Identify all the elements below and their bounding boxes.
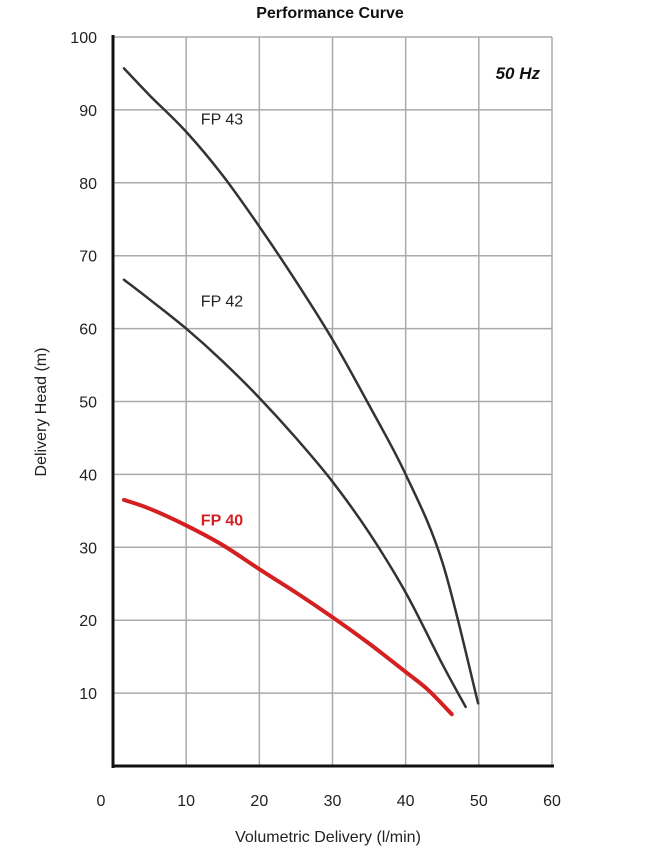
- y-tick-label: 20: [79, 613, 97, 630]
- x-tick-label: 10: [177, 793, 195, 810]
- y-tick-label: 70: [79, 249, 97, 266]
- y-tick-label: 30: [79, 540, 97, 557]
- chart-title: Performance Curve: [256, 5, 404, 22]
- y-tick-label: 10: [79, 686, 97, 703]
- y-tick-label: 50: [79, 395, 97, 412]
- grid: [113, 36, 553, 766]
- y-tick-label: 100: [70, 30, 97, 47]
- x-axis-label: Volumetric Delivery (l/min): [235, 829, 421, 846]
- x-tick-label: 40: [397, 793, 415, 810]
- series-line-fp40: [121, 497, 454, 717]
- x-tick-label: 0: [97, 793, 106, 810]
- frequency-annotation: 50 Hz: [496, 64, 541, 83]
- y-tick-label: 90: [79, 103, 97, 120]
- x-tick-label: 50: [470, 793, 488, 810]
- tick-labels: 0 10 20 30 40 50 60 10 20 30 40 50 60 70 80 90 100: [70, 30, 561, 810]
- x-tick-label: 60: [543, 793, 561, 810]
- series-label: FP 42: [201, 294, 244, 311]
- y-tick-label: 80: [79, 176, 97, 193]
- series-line-fp42: [122, 278, 467, 709]
- y-tick-label: 40: [79, 467, 97, 484]
- x-tick-label: 20: [250, 793, 268, 810]
- series: FP 43 FP 42 FP 40: [121, 67, 480, 717]
- series-label: FP 43: [201, 111, 244, 128]
- series-label: FP 40: [201, 512, 244, 529]
- x-tick-label: 30: [324, 793, 342, 810]
- axes: [111, 35, 554, 768]
- y-tick-label: 60: [79, 322, 97, 339]
- y-axis-label: Delivery Head (m): [33, 348, 50, 477]
- series-line-fp43: [122, 67, 480, 705]
